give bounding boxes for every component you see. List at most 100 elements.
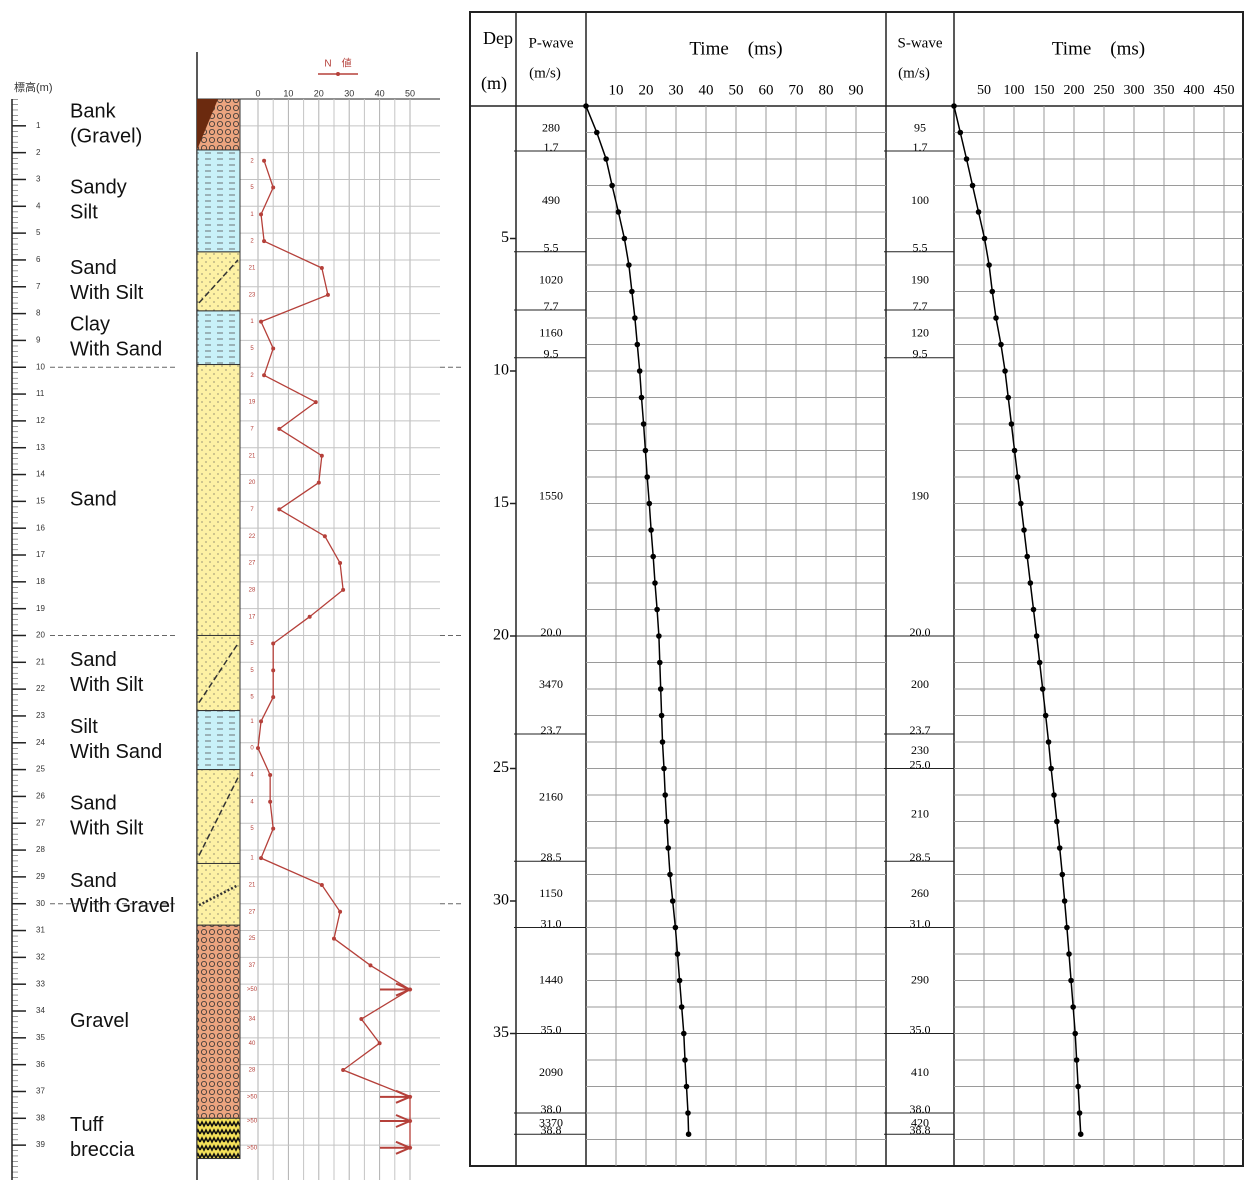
time-point (660, 739, 666, 745)
time-point (1070, 1004, 1076, 1010)
value-label: 1 (250, 856, 254, 862)
x-tick-label: 50 (405, 88, 415, 98)
time-point (1054, 819, 1060, 825)
soil-layer (197, 863, 240, 925)
boundary-label: 1.7 (544, 140, 559, 154)
x-tick-label: 40 (699, 82, 714, 98)
velocity-label: 1440 (539, 972, 563, 986)
time-point (1040, 686, 1046, 692)
value-label: 1 (250, 212, 254, 218)
boundary-label: 7.7 (913, 299, 928, 313)
n-point (320, 266, 324, 270)
time-point (665, 845, 671, 851)
n-point (271, 668, 275, 672)
layer-label: Sand (70, 870, 117, 892)
y-tick-label: 15 (493, 494, 509, 511)
time-point (1051, 792, 1057, 798)
velocity-label: 2090 (539, 1065, 563, 1079)
n-point (262, 373, 266, 377)
layer-label: Sand (70, 257, 117, 279)
time-point (1062, 898, 1068, 904)
figure: 標高(m) Dep (m) 01020304050123456789101112… (0, 0, 1244, 1180)
y-tick-label: 18 (36, 577, 45, 586)
n-point (320, 454, 324, 458)
time-point (1077, 1110, 1083, 1116)
time-curve (586, 106, 689, 1134)
value-label: 34 (249, 1017, 256, 1023)
layer-label: Sandy (70, 177, 127, 199)
value-label: 5 (250, 695, 254, 701)
velocity-label: 100 (911, 193, 929, 207)
n-point (268, 773, 272, 777)
time-point (1002, 368, 1008, 374)
layer-label: Silt (70, 202, 98, 224)
value-label: 20 (249, 480, 256, 486)
time-point (684, 1084, 690, 1090)
y-tick-label: 16 (36, 523, 45, 532)
soil-layer (197, 635, 240, 710)
n-point (323, 534, 327, 538)
time-point (648, 527, 654, 533)
value-label: 28 (249, 1068, 256, 1074)
value-label: 17 (249, 614, 256, 620)
boundary-label: 7.7 (544, 299, 559, 313)
n-point (308, 615, 312, 619)
value-label: 25 (249, 936, 256, 942)
velocity-label: 200 (911, 677, 929, 691)
time-point (622, 236, 628, 242)
time-point (682, 1057, 688, 1063)
depth-unit: (m) (481, 73, 507, 94)
value-label: 2 (250, 239, 254, 245)
y-tick-label: 30 (36, 899, 45, 908)
time-point (650, 554, 656, 560)
time-point (643, 448, 649, 454)
boundary-label: 23.7 (910, 723, 931, 737)
x-tick-label: 200 (1064, 83, 1085, 98)
n-point (271, 642, 275, 646)
boundary-label: 5.5 (913, 241, 928, 255)
layer-label: With Sand (70, 339, 162, 361)
velocity-label: 230 (911, 743, 929, 757)
y-tick-label: 8 (36, 309, 41, 318)
time-point (1075, 1084, 1081, 1090)
n-point (259, 856, 263, 860)
boundary-label: 5.5 (544, 241, 559, 255)
layer-label: Sand (70, 649, 117, 671)
velocity-label: 490 (542, 193, 560, 207)
value-label: 0 (250, 746, 254, 752)
time-point (976, 209, 982, 215)
n-point (338, 561, 342, 565)
y-axis-label: 標高(m) (14, 80, 53, 94)
n-point (259, 320, 263, 324)
time-point (686, 1131, 692, 1137)
x-tick-label: 150 (1034, 83, 1055, 98)
n-point (341, 1068, 345, 1072)
x-axis-label: Time (ms) (689, 38, 782, 59)
value-label: 37 (249, 963, 256, 969)
soil-layer (197, 711, 240, 770)
velocity-label: 3370 (539, 1115, 563, 1129)
time-point (1078, 1131, 1084, 1137)
time-point (667, 872, 673, 878)
time-point (657, 660, 663, 666)
velocity-label: 420 (911, 1115, 929, 1129)
time-point (1005, 395, 1011, 401)
n-point (320, 883, 324, 887)
y-tick-label: 4 (36, 201, 41, 210)
value-label: >50 (247, 987, 258, 993)
boundary-label: 31.0 (541, 916, 562, 930)
y-tick-label: 26 (36, 792, 45, 801)
velocity-label: 410 (911, 1065, 929, 1079)
x-tick-label: 10 (609, 82, 624, 98)
n-point (317, 481, 321, 485)
time-point (970, 183, 976, 189)
y-tick-label: 9 (36, 336, 41, 345)
x-tick-label: 450 (1214, 83, 1235, 98)
n-point (277, 427, 281, 431)
velocity-label: 120 (911, 326, 929, 340)
time-point (1021, 527, 1027, 533)
time-point (673, 925, 679, 931)
x-axis-label: Time (ms) (1052, 38, 1145, 59)
y-tick-label: 3 (36, 175, 41, 184)
velocity-label: 190 (911, 489, 929, 503)
